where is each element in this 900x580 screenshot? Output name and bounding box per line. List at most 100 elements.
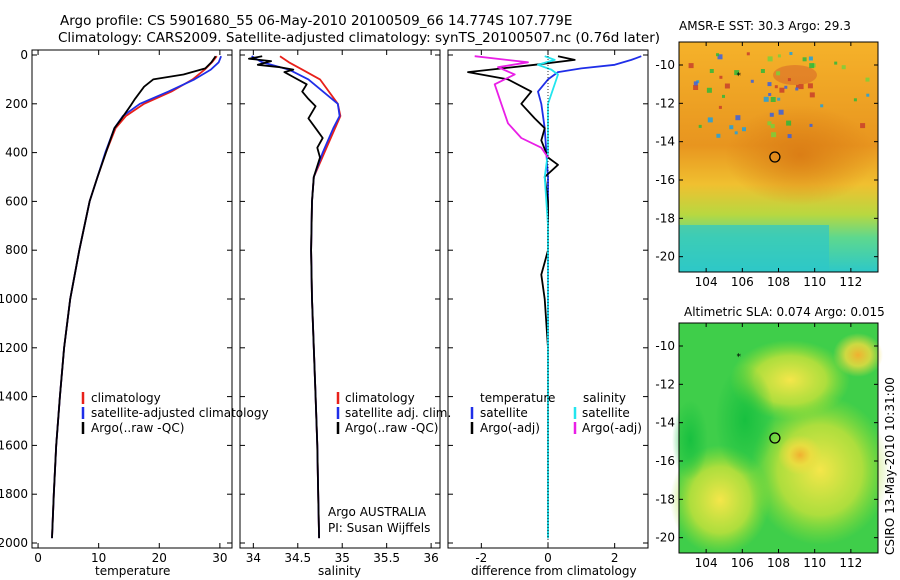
sst-speck — [786, 120, 792, 126]
sst-land-patch — [773, 65, 817, 85]
sst-speck — [860, 123, 866, 129]
sst-speck — [809, 63, 815, 69]
sst-speck — [770, 124, 775, 129]
salinity-panel-frame — [239, 49, 441, 549]
sst-speck — [734, 131, 738, 135]
sst-speck — [802, 57, 807, 62]
salinity-series-climatology — [279, 55, 342, 539]
depth-tick-label: 1200 — [0, 341, 28, 355]
map-overlay: 104 106 108 110 112 -10 -12 -14 -16 -18 -20 * 104 106… — [655, 42, 878, 570]
sla-low-anomaly — [672, 400, 708, 480]
tick-layer: 0 10 20 30020040060080010001200140016001800… — [0, 48, 648, 565]
sla-xtick-label: 110 — [803, 556, 826, 570]
difference-axis-label: difference from climatology — [471, 564, 637, 578]
sst-speck — [688, 63, 694, 69]
sst-speck — [795, 87, 799, 91]
sst-speck — [767, 82, 772, 87]
sla-ytick-label: -12 — [655, 377, 675, 391]
sla-map: Altimetric SLA: 0.074 Argo: 0.015 — [670, 305, 890, 555]
depth-tick-label: 1800 — [0, 487, 28, 501]
sst-speck — [769, 112, 774, 117]
temperature-legend: climatology satellite-adjusted climatolo… — [81, 391, 269, 435]
sst-speck — [746, 52, 750, 56]
depth-tick-label: 1400 — [0, 390, 28, 404]
depth-tick-label: 1600 — [0, 438, 28, 452]
legend-label-sal-argo: Argo(-adj) — [582, 421, 642, 435]
depth-tick-label: 400 — [5, 146, 28, 160]
sst-speck — [718, 105, 722, 109]
temperature-series-argo — [51, 55, 217, 539]
argo-pi-label: PI: Susan Wijffels — [328, 521, 430, 535]
sst-speck — [698, 124, 702, 128]
sla-high-anomaly — [833, 333, 883, 377]
legend-label-temp-satellite: satellite — [480, 406, 528, 420]
depth-tick-label: 200 — [5, 97, 28, 111]
sla-xtick-label: 104 — [695, 556, 718, 570]
sst-cloud-specks — [688, 52, 870, 139]
salinity-axis-label: salinity — [318, 564, 361, 578]
depth-tick-label: 600 — [5, 194, 28, 208]
legend-label-sal-satellite: satellite — [582, 406, 630, 420]
sst-speck — [777, 97, 781, 101]
difference-legend: temperature salinity satellite Argo(-adj… — [470, 391, 642, 435]
sst-ytick-label: -16 — [655, 173, 675, 187]
sst-speck — [777, 54, 781, 58]
legend-title-salinity: salinity — [583, 391, 626, 405]
sst-speck — [716, 133, 721, 138]
temperature-xtick-label: 10 — [91, 551, 106, 565]
sst-speck — [742, 127, 746, 132]
sst-speck — [709, 69, 714, 73]
depth-tick-label: 1000 — [0, 292, 28, 306]
sst-xtick-label: 108 — [767, 275, 790, 289]
series-layer — [51, 55, 642, 539]
sst-speck — [763, 96, 769, 102]
temperature-series-climatology — [51, 55, 218, 539]
sst-argo-position-marker — [769, 151, 781, 163]
difference-xtick-label: 0 — [544, 551, 552, 565]
sla-map-title: Altimetric SLA: 0.074 Argo: 0.015 — [684, 305, 885, 319]
sst-speck — [717, 54, 723, 60]
difference-series-group — [467, 55, 642, 539]
sst-speck — [779, 87, 785, 93]
legend-label-satellite: satellite-adjusted climatology — [91, 406, 269, 420]
salinity-xtick-label: 34.5 — [284, 551, 311, 565]
sst-ytick-label: -18 — [655, 211, 675, 225]
sst-speck — [734, 70, 740, 76]
sst-xtick-label: 112 — [839, 275, 862, 289]
sst-xtick-label: 110 — [803, 275, 826, 289]
sst-speck — [774, 85, 778, 89]
depth-tick-label: 2000 — [0, 536, 28, 550]
sst-speck — [735, 115, 741, 121]
sst-speck — [865, 77, 870, 82]
sst-speck — [866, 93, 870, 97]
sla-ytick-label: -10 — [655, 339, 675, 353]
difference-series-argo_salinity — [474, 55, 549, 159]
sst-speck — [796, 84, 799, 88]
sst-speck — [768, 93, 772, 96]
sst-speck — [784, 85, 788, 89]
sla-ytick-label: -18 — [655, 492, 675, 506]
sst-speck — [722, 94, 725, 98]
legend-label-argo: Argo(..raw -QC) — [345, 421, 438, 435]
sst-ytick-label: -10 — [655, 58, 675, 72]
temperature-series-satellite — [51, 55, 222, 539]
sst-speck — [719, 75, 723, 79]
sst-speck — [808, 56, 813, 61]
sst-speck — [807, 83, 813, 89]
side-timestamp-label: CSIRO 13-May-2010 10:31:00 — [883, 377, 897, 555]
temperature-series-group — [51, 55, 222, 539]
salinity-series-argo — [247, 55, 324, 539]
legend-label-argo: Argo(..raw -QC) — [91, 421, 184, 435]
difference-series-satellite — [537, 55, 642, 539]
sla-xtick-label: 108 — [767, 556, 790, 570]
sst-xtick-label: 106 — [731, 275, 754, 289]
sla-xtick-label: 112 — [839, 556, 862, 570]
salinity-xtick-label: 34 — [246, 551, 261, 565]
sst-speck — [707, 117, 713, 123]
sst-speck — [853, 98, 857, 102]
sst-speck — [716, 53, 719, 57]
sla-ytick-label: -16 — [655, 454, 675, 468]
sst-cold-tongue — [679, 225, 829, 272]
figure-title-line1: Argo profile: CS 5901680_55 06-May-2010 … — [60, 13, 572, 29]
